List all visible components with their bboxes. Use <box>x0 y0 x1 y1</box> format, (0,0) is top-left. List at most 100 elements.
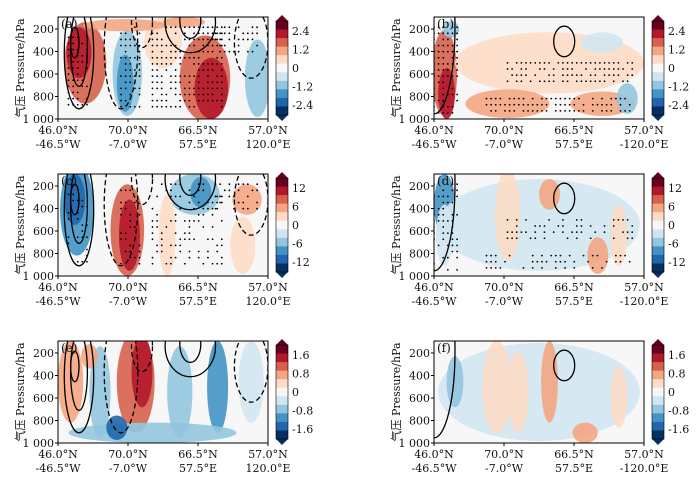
colorbar-tick-label: 1.2 <box>668 44 686 57</box>
colorbar-swatch <box>276 413 288 423</box>
plot-area <box>58 17 268 119</box>
colorbar-tick-label: 0.8 <box>668 368 686 381</box>
colorbar-arrow-bottom <box>652 439 664 445</box>
x-tick-lat: 66.5°N <box>178 124 218 137</box>
colorbar-frame <box>651 344 665 440</box>
x-tick-lon: -46.5°W <box>411 138 457 151</box>
field-blob <box>446 356 464 408</box>
colorbar-swatch <box>652 63 664 73</box>
x-tick-lat: 70.0°N <box>108 124 148 137</box>
colorbar-swatch <box>276 212 288 222</box>
colorbar-swatch <box>276 97 288 107</box>
x-tick-lon: -7.0°W <box>485 462 524 475</box>
x-tick-lat: 57.0°N <box>624 124 664 137</box>
plot-frame <box>57 173 269 277</box>
y-tick-label: 1 000 <box>23 270 55 283</box>
colorbar-swatch <box>276 353 288 363</box>
field-blob <box>64 174 86 225</box>
x-tick-lat: 57.0°N <box>248 448 288 461</box>
x-tick-lon: 57.5°E <box>179 295 217 308</box>
contour-dashed <box>103 341 139 434</box>
contour-solid <box>434 174 456 272</box>
colorbar-swatch <box>276 72 288 82</box>
colorbar-swatch <box>652 396 664 406</box>
colorbar-swatch <box>652 387 664 397</box>
colorbar-tick-label: 1.6 <box>668 349 686 362</box>
field-blob <box>232 184 262 215</box>
field-blob <box>207 341 229 433</box>
x-tick-lon: -46.5°W <box>35 462 81 475</box>
colorbar-tick-label: 0.8 <box>292 368 310 381</box>
x-tick-lon: 57.5°E <box>179 462 217 475</box>
x-tick-lon: -7.0°W <box>109 462 148 475</box>
colorbar-swatch <box>652 186 664 196</box>
x-tick-lon: 57.5°E <box>555 295 593 308</box>
x-tick-lat: 46.0°N <box>414 281 454 294</box>
colorbar-arrow-top <box>652 339 664 345</box>
y-tick-label: 400 <box>409 370 430 383</box>
x-tick-lon: -7.0°W <box>109 138 148 151</box>
colorbar-frame <box>275 20 289 116</box>
colorbar-arrow-bottom <box>652 115 664 121</box>
colorbar: 2.4 1.2 0 -1.2 -2.4 <box>651 15 689 121</box>
y-axis-label: 气压 Pressure/hPa <box>389 175 403 275</box>
y-tick-label: 600 <box>33 68 54 81</box>
colorbar-tick-label: 1.2 <box>292 44 310 57</box>
x-tick-lon: 57.5°E <box>555 462 593 475</box>
y-tick-label: 400 <box>409 46 430 59</box>
colorbar-tick-label: -12 <box>292 256 310 269</box>
y-tick-label: 600 <box>409 392 430 405</box>
y-tick-label: 1 000 <box>23 113 55 126</box>
colorbar-swatch <box>276 80 288 90</box>
x-tick-lon: -120.0°E <box>620 295 669 308</box>
colorbar-swatch <box>652 430 664 440</box>
x-tick-lat: 46.0°N <box>38 448 78 461</box>
colorbar-tick-label: 0 <box>292 62 299 75</box>
colorbar-swatch <box>652 353 664 363</box>
colorbar-swatch <box>276 46 288 56</box>
colorbar-swatch <box>652 421 664 431</box>
field-blob <box>163 17 205 28</box>
contour-solid <box>164 17 217 54</box>
field-blob <box>494 174 521 261</box>
colorbar-swatch <box>652 55 664 65</box>
y-tick-label: 400 <box>33 203 54 216</box>
colorbar-swatch <box>652 254 664 264</box>
colorbar: 1.6 0.8 0 -0.8 -1.6 <box>275 339 313 445</box>
colorbar-arrow-top <box>276 15 288 21</box>
colorbar-arrow-top <box>276 339 288 345</box>
plot-area <box>434 17 644 119</box>
colorbar-tick-label: 2.4 <box>668 25 686 38</box>
colorbar-swatch <box>276 203 288 213</box>
field-blob <box>572 422 598 443</box>
y-tick-label: 800 <box>33 91 54 104</box>
colorbar-swatch <box>652 21 664 31</box>
colorbar-swatch <box>276 379 288 389</box>
panel-label: (d) <box>437 174 454 188</box>
contour-solid <box>434 341 456 439</box>
colorbar-tick-label: 12 <box>292 182 306 195</box>
colorbar-swatch <box>276 21 288 31</box>
contour-solid <box>179 341 202 364</box>
field-blob <box>482 341 512 433</box>
field-blob <box>68 422 237 443</box>
contours <box>63 174 268 267</box>
colorbar-frame <box>275 177 289 273</box>
field-blob <box>89 346 111 438</box>
colorbar-swatch <box>276 263 288 273</box>
x-tick-lon: -7.0°W <box>485 295 524 308</box>
colorbar-tick-label: 0 <box>668 62 675 75</box>
plot-frame <box>57 16 269 120</box>
contour-solid <box>63 341 95 434</box>
colorbar-tick-label: 0 <box>292 386 299 399</box>
colorbar-swatch <box>276 421 288 431</box>
x-tick-lat: 46.0°N <box>38 281 78 294</box>
contour-solid <box>434 17 456 115</box>
plot-frame <box>433 173 645 277</box>
colorbar-tick-label: 6 <box>292 201 299 214</box>
y-tick-label: 600 <box>33 225 54 238</box>
x-tick-lat: 46.0°N <box>38 124 78 137</box>
